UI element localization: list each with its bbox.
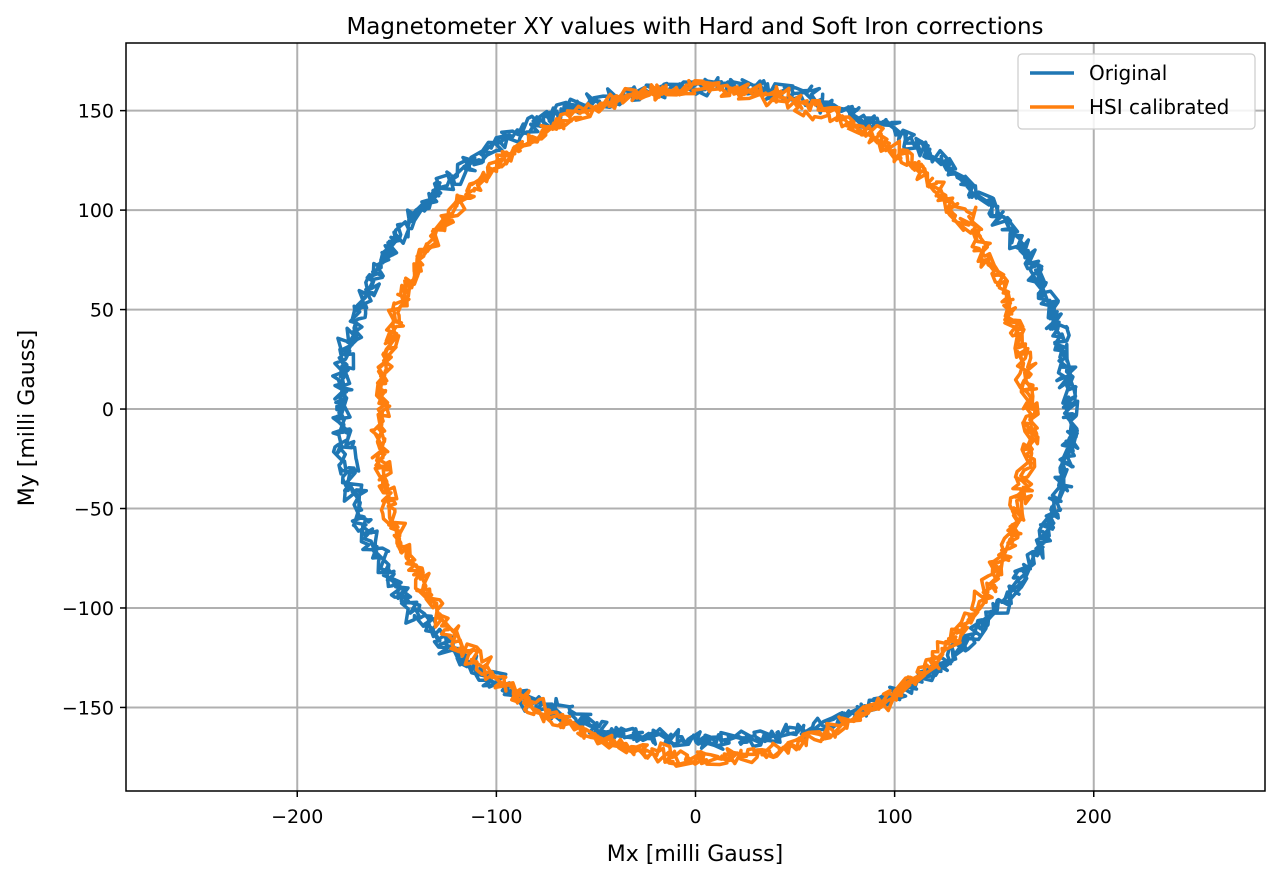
grid: [126, 43, 1265, 791]
x-tick-label: −200: [271, 806, 323, 828]
y-tick-label: −150: [62, 697, 114, 719]
plot-area: [331, 76, 1080, 768]
chart-title: Magnetometer XY values with Hard and Sof…: [346, 14, 1043, 40]
series-line-hsi-calibrated: [369, 78, 1040, 768]
legend-box: [1017, 53, 1256, 130]
y-axis: −150 −100 −50 0 50 100 150: [62, 101, 126, 719]
y-tick-label: −100: [62, 598, 114, 620]
legend: Original HSI calibrated: [1017, 53, 1256, 130]
y-tick-label: 50: [90, 300, 114, 322]
legend-label-original: Original: [1089, 61, 1167, 85]
y-tick-label: 100: [78, 200, 114, 222]
x-tick-label: 200: [1076, 806, 1112, 828]
x-tick-label: 100: [876, 806, 912, 828]
x-tick-label: −100: [470, 806, 522, 828]
x-axis: −200 −100 0 100 200: [271, 791, 1112, 828]
legend-label-hsi-calibrated: HSI calibrated: [1089, 95, 1229, 119]
series-group: [331, 76, 1080, 768]
y-axis-title: My [milli Gauss]: [15, 330, 40, 506]
x-axis-title: Mx [milli Gauss]: [607, 842, 783, 867]
x-tick-label: 0: [689, 806, 701, 828]
y-tick-label: 150: [78, 101, 114, 123]
y-tick-label: −50: [74, 499, 114, 521]
y-tick-label: 0: [102, 399, 114, 421]
